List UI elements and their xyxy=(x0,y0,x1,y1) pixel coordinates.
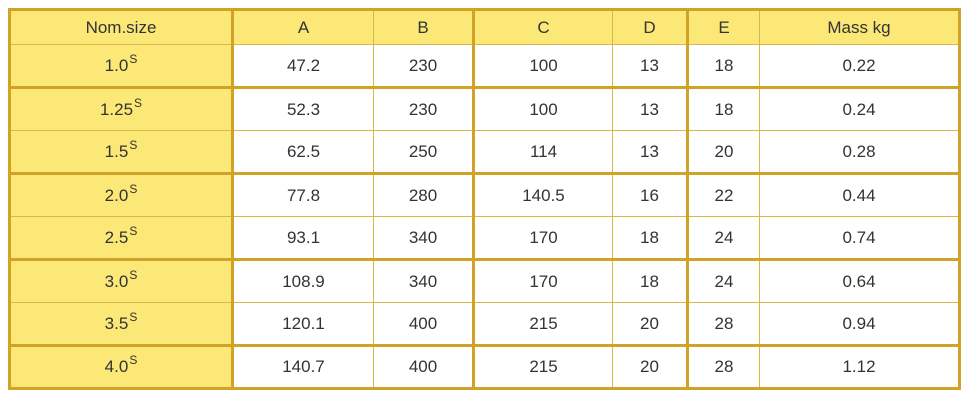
data-cell-mass-kg: 1.12 xyxy=(759,345,960,389)
data-cell-a: 47.2 xyxy=(232,44,374,89)
data-cell-b: 400 xyxy=(373,302,475,347)
data-cell-d: 13 xyxy=(612,87,689,131)
data-cell-mass-kg: 0.22 xyxy=(759,44,960,89)
data-cell-d: 13 xyxy=(612,44,689,89)
data-cell-b: 340 xyxy=(373,259,475,303)
data-cell-d: 13 xyxy=(612,130,689,175)
data-cell-e: 18 xyxy=(687,87,760,131)
table-row: 3.0S 108.9 340 170 18 24 0.64 xyxy=(9,259,960,303)
table-wrapper: Nom.size A B C D E Mass kg 1.0S 47.2 230 100 13 18 0… xyxy=(8,8,961,390)
data-cell-c: 170 xyxy=(473,259,613,303)
data-cell-a: 62.5 xyxy=(232,130,374,175)
header-cell-c: C xyxy=(473,9,613,45)
nom-size-value: 3.5 xyxy=(104,313,129,333)
data-cell-d: 16 xyxy=(612,173,689,217)
nom-size-cell: 3.5S xyxy=(9,302,234,347)
data-cell-a: 108.9 xyxy=(232,259,374,303)
nom-size-value: 2.5 xyxy=(104,227,129,247)
data-cell-b: 280 xyxy=(373,173,475,217)
nom-size-cell: 1.0S xyxy=(9,44,234,89)
nom-size-superscript: S xyxy=(129,223,138,238)
nom-size-cell: 3.0S xyxy=(9,259,234,303)
data-cell-e: 24 xyxy=(687,259,760,303)
table-row: 1.25S 52.3 230 100 13 18 0.24 xyxy=(9,87,960,131)
nom-size-cell: 2.0S xyxy=(9,173,234,217)
data-cell-b: 400 xyxy=(373,345,475,389)
nom-size-superscript: S xyxy=(129,137,138,152)
nom-size-superscript: S xyxy=(134,95,143,110)
data-cell-e: 22 xyxy=(687,173,760,217)
table-row: 2.0S 77.8 280 140.5 16 22 0.44 xyxy=(9,173,960,217)
nom-size-value: 1.5 xyxy=(104,141,129,161)
data-cell-c: 140.5 xyxy=(473,173,613,217)
nom-size-value: 1.0 xyxy=(104,55,129,75)
data-cell-mass-kg: 0.74 xyxy=(759,216,960,261)
nom-size-superscript: S xyxy=(129,309,138,324)
data-cell-mass-kg: 0.94 xyxy=(759,302,960,347)
data-cell-e: 28 xyxy=(687,302,760,347)
nom-size-value: 2.0 xyxy=(104,185,129,205)
table-row: 1.5S 62.5 250 114 13 20 0.28 xyxy=(9,130,960,175)
table-row: 4.0S 140.7 400 215 20 28 1.12 xyxy=(9,345,960,389)
table-row: 3.5S 120.1 400 215 20 28 0.94 xyxy=(9,302,960,347)
data-cell-b: 340 xyxy=(373,216,475,261)
data-cell-mass-kg: 0.44 xyxy=(759,173,960,217)
header-cell-mass-kg: Mass kg xyxy=(759,9,960,45)
header-cell-d: D xyxy=(612,9,689,45)
data-cell-a: 140.7 xyxy=(232,345,374,389)
nom-size-value: 3.0 xyxy=(104,271,129,291)
data-cell-a: 77.8 xyxy=(232,173,374,217)
spec-table: Nom.size A B C D E Mass kg 1.0S 47.2 230 100 13 18 0… xyxy=(8,8,961,390)
nom-size-superscript: S xyxy=(129,267,138,282)
data-cell-b: 230 xyxy=(373,44,475,89)
header-cell-a: A xyxy=(232,9,374,45)
data-cell-e: 28 xyxy=(687,345,760,389)
data-cell-a: 93.1 xyxy=(232,216,374,261)
table-row: 1.0S 47.2 230 100 13 18 0.22 xyxy=(9,44,960,89)
nom-size-cell: 1.25S xyxy=(9,87,234,131)
data-cell-c: 100 xyxy=(473,44,613,89)
data-cell-c: 215 xyxy=(473,345,613,389)
nom-size-cell: 2.5S xyxy=(9,216,234,261)
data-cell-mass-kg: 0.24 xyxy=(759,87,960,131)
nom-size-value: 4.0 xyxy=(104,357,129,376)
nom-size-cell: 1.5S xyxy=(9,130,234,175)
data-cell-mass-kg: 0.64 xyxy=(759,259,960,303)
data-cell-a: 52.3 xyxy=(232,87,374,131)
header-cell-e: E xyxy=(687,9,760,45)
data-cell-c: 215 xyxy=(473,302,613,347)
data-cell-mass-kg: 0.28 xyxy=(759,130,960,175)
data-cell-b: 230 xyxy=(373,87,475,131)
nom-size-value: 1.25 xyxy=(99,99,134,119)
data-cell-e: 24 xyxy=(687,216,760,261)
header-cell-nom-size: Nom.size xyxy=(9,9,234,45)
table-body: 1.0S 47.2 230 100 13 18 0.22 1.25S 52.3 230 100 13 1… xyxy=(9,44,960,389)
data-cell-d: 18 xyxy=(612,216,689,261)
header-cell-b: B xyxy=(373,9,475,45)
data-cell-e: 18 xyxy=(687,44,760,89)
data-cell-c: 114 xyxy=(473,130,613,175)
nom-size-superscript: S xyxy=(129,181,138,196)
nom-size-superscript: S xyxy=(129,353,138,368)
data-cell-c: 100 xyxy=(473,87,613,131)
header-row: Nom.size A B C D E Mass kg xyxy=(9,9,960,45)
data-cell-a: 120.1 xyxy=(232,302,374,347)
data-cell-d: 20 xyxy=(612,302,689,347)
data-cell-d: 20 xyxy=(612,345,689,389)
data-cell-e: 20 xyxy=(687,130,760,175)
table-row: 2.5S 93.1 340 170 18 24 0.74 xyxy=(9,216,960,261)
table-header: Nom.size A B C D E Mass kg xyxy=(9,9,960,45)
data-cell-b: 250 xyxy=(373,130,475,175)
data-cell-d: 18 xyxy=(612,259,689,303)
data-cell-c: 170 xyxy=(473,216,613,261)
nom-size-cell: 4.0S xyxy=(9,345,234,389)
nom-size-superscript: S xyxy=(129,51,138,66)
